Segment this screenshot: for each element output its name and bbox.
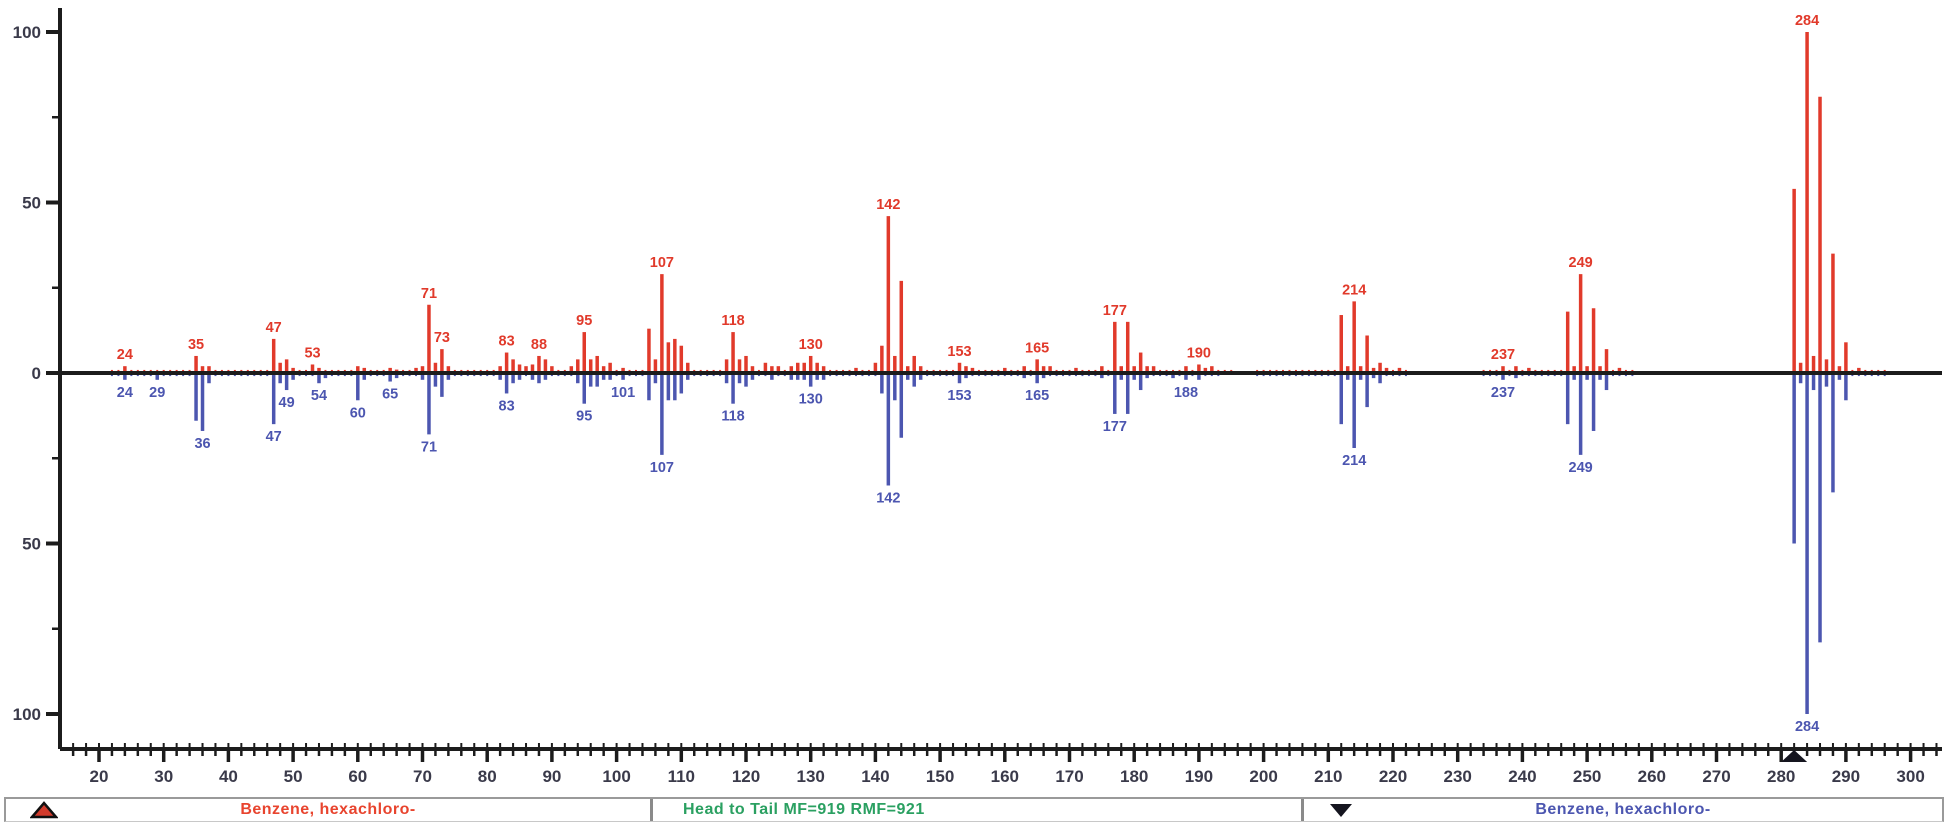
x-axis-tick-label: 180 — [1120, 767, 1148, 786]
top-peak-label: 53 — [304, 345, 320, 361]
top-peak-label: 214 — [1342, 282, 1366, 298]
bottom-peak-label: 214 — [1342, 453, 1366, 469]
y-axis-tick-label: 50 — [22, 194, 41, 213]
top-peak-label: 237 — [1491, 347, 1515, 363]
x-axis-tick-label: 130 — [797, 767, 825, 786]
bottom-peak-label: 107 — [650, 460, 674, 476]
top-peak-label: 88 — [531, 337, 547, 353]
bottom-peak-label: 101 — [611, 385, 635, 401]
bottom-peak-label: 142 — [876, 491, 900, 507]
bottom-peak-label: 71 — [421, 439, 437, 455]
x-axis-tick-label: 280 — [1767, 767, 1795, 786]
top-peak-label: 83 — [499, 334, 515, 350]
bottom-peak-label: 249 — [1569, 460, 1593, 476]
top-peak-label: 153 — [947, 344, 971, 360]
bottom-peak-label: 36 — [194, 436, 210, 452]
bottom-peak-label: 188 — [1174, 385, 1198, 401]
top-peak-label: 284 — [1795, 13, 1819, 29]
bottom-peak-label: 49 — [279, 395, 295, 411]
x-axis-tick-label: 110 — [668, 767, 695, 786]
bottom-peak-label: 284 — [1795, 719, 1819, 735]
y-axis-tick-label: 100 — [13, 705, 41, 724]
y-axis-tick-label: 50 — [22, 535, 41, 554]
x-axis-tick-label: 30 — [154, 767, 173, 786]
bottom-peak-label: 118 — [721, 409, 744, 425]
x-axis-tick-label: 100 — [602, 767, 630, 786]
status-segment-bottom-spectrum: Benzene, hexachloro- — [1304, 799, 1942, 821]
status-divider — [650, 799, 653, 821]
bottom-peak-label: 237 — [1491, 385, 1515, 401]
bottom-peak-label: 29 — [149, 385, 165, 401]
x-axis-tick-label: 80 — [478, 767, 497, 786]
bottom-peak-label: 83 — [499, 398, 515, 414]
x-axis-tick-label: 200 — [1249, 767, 1277, 786]
bottom-peak-label: 153 — [947, 388, 971, 404]
selected-peak-marker[interactable] — [1781, 750, 1808, 762]
bottom-peak-label: 177 — [1103, 419, 1127, 435]
bottom-peak-label: 65 — [382, 387, 398, 403]
y-axis-tick-label: 0 — [32, 364, 41, 383]
bottom-peak-label: 54 — [311, 388, 327, 404]
bottom-spectrum-name: Benzene, hexachloro- — [1535, 801, 1711, 818]
match-factor-text: Head to Tail MF=919 RMF=921 — [683, 801, 925, 818]
x-axis-tick-label: 260 — [1638, 767, 1666, 786]
top-peak-label: 177 — [1103, 303, 1127, 319]
top-spectrum-name: Benzene, hexachloro- — [240, 801, 416, 818]
bottom-peak-label: 24 — [117, 385, 133, 401]
top-peak-label: 118 — [721, 313, 744, 329]
x-axis-tick-label: 20 — [90, 767, 109, 786]
x-axis-tick-label: 70 — [413, 767, 432, 786]
x-axis-tick-label: 230 — [1444, 767, 1472, 786]
top-peak-label: 24 — [117, 347, 133, 363]
top-peak-label: 165 — [1025, 340, 1049, 356]
top-peak-label: 190 — [1187, 345, 1211, 361]
bottom-peak-label: 95 — [576, 409, 592, 425]
top-peak-label: 35 — [188, 337, 204, 353]
x-axis-tick-label: 120 — [732, 767, 760, 786]
x-axis-tick-label: 170 — [1055, 767, 1083, 786]
status-divider — [1301, 799, 1304, 821]
top-peak-label: 249 — [1569, 255, 1593, 271]
status-bar: Benzene, hexachloro- Head to Tail MF=919… — [4, 797, 1944, 822]
y-axis-tick-label: 100 — [13, 23, 41, 42]
x-axis-tick-label: 190 — [1185, 767, 1213, 786]
x-axis-tick-label: 300 — [1896, 767, 1924, 786]
status-segment-match-info: Head to Tail MF=919 RMF=921 — [653, 799, 1301, 821]
top-peak-label: 47 — [266, 320, 282, 336]
x-axis-tick-label: 220 — [1379, 767, 1407, 786]
top-peak-label: 107 — [650, 255, 674, 271]
status-segment-top-spectrum: Benzene, hexachloro- — [6, 799, 650, 821]
x-axis-tick-label: 90 — [542, 767, 561, 786]
x-axis-tick-label: 50 — [284, 767, 303, 786]
top-peak-label: 95 — [576, 313, 592, 329]
bottom-peak-label: 47 — [266, 429, 282, 445]
down-triangle-icon — [1328, 801, 1354, 824]
x-axis-tick-label: 250 — [1573, 767, 1601, 786]
up-triangle-icon — [29, 801, 59, 824]
top-peak-label: 73 — [434, 330, 450, 346]
head-to-tail-spectrum-plot[interactable]: 100 50 0 50 100 20 30 40 50 60 70 80 90 100 110 120 130 1… — [0, 0, 1950, 797]
x-axis-tick-label: 160 — [991, 767, 1019, 786]
x-axis-tick-label: 40 — [219, 767, 238, 786]
x-axis-tick-label: 290 — [1832, 767, 1860, 786]
x-axis-tick-label: 150 — [926, 767, 954, 786]
x-axis-tick-label: 60 — [348, 767, 367, 786]
x-axis-tick-label: 240 — [1508, 767, 1536, 786]
bottom-peak-label: 165 — [1025, 388, 1049, 404]
bottom-peak-label: 60 — [350, 405, 366, 421]
top-peak-label: 130 — [799, 337, 823, 353]
top-peak-label: 71 — [421, 286, 437, 302]
x-axis-tick-label: 210 — [1314, 767, 1342, 786]
bottom-peak-label: 130 — [799, 392, 823, 408]
x-axis-tick-label: 270 — [1702, 767, 1730, 786]
x-axis-tick-label: 140 — [861, 767, 889, 786]
top-peak-label: 142 — [876, 197, 900, 213]
